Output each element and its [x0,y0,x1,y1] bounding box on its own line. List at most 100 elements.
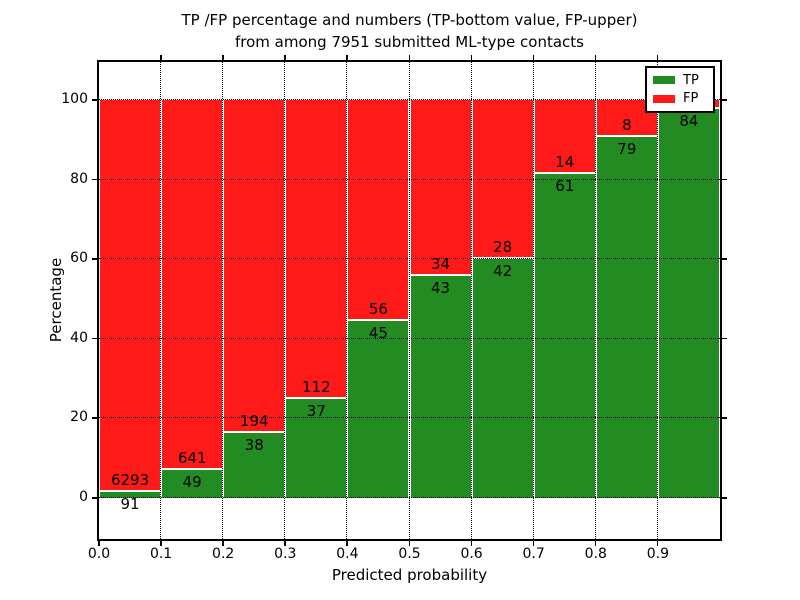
chart-title-line1: TP /FP percentage and numbers (TP-bottom… [181,11,638,29]
fp-count-label: 34 [431,254,451,273]
x-tick-mark-top [594,55,597,60]
tp-bar [657,109,720,498]
x-axis-label: Predicted probability [331,566,488,584]
fp-bar [99,100,162,493]
tp-count-label: 84 [679,112,699,131]
y-tick-mark [92,417,97,419]
y-tick-label: 60 [70,250,88,267]
fp-bar [223,100,286,433]
y-tick-mark-right [722,497,727,499]
x-tick-mark [160,541,162,546]
fp-count-label: 14 [555,153,575,172]
x-tick-mark-top [470,55,473,60]
fp-bar [471,100,534,260]
tp-count-label: 38 [244,435,264,454]
y-tick-mark [92,497,97,499]
x-tick-mark-top [160,55,162,60]
legend-item-fp: FP [653,92,707,105]
x-tick-mark-top [346,55,348,60]
x-tick-mark [532,541,535,546]
x-tick-mark [284,541,286,546]
x-tick-mark [594,541,597,546]
x-tick-mark [408,541,410,546]
y-tick-label: 0 [79,489,88,505]
chart-title: TP /FP percentage and numbers (TP-bottom… [97,9,722,53]
tp-bar [533,174,596,498]
fp-count-label: 28 [493,238,513,257]
tp-legend-swatch [653,76,675,85]
x-tick-mark [346,541,348,546]
y-tick-label: 80 [70,170,88,187]
x-tick-label: 0.1 [149,546,173,562]
tp-count-label: 42 [493,262,513,281]
tp-bar [223,432,286,498]
x-tick-mark [656,541,659,546]
tp-count-label: 37 [306,402,326,421]
x-tick-label: 0.8 [584,546,607,562]
horizontal-gridline [99,258,720,260]
x-tick-mark-top [222,55,224,60]
x-tick-label: 0.4 [336,546,359,562]
y-tick-mark-right [722,337,727,340]
legend-item-tp: TP [653,74,707,87]
vertical-gridline [408,62,410,539]
vertical-gridline [284,62,286,539]
horizontal-gridline [99,417,720,419]
legend: TP FP [645,66,715,113]
y-tick-mark [92,258,97,260]
vertical-gridline [160,62,162,539]
fp-legend-swatch [653,94,675,103]
fp-count-label: 8 [622,115,632,134]
tp-count-label: 43 [431,278,451,297]
fp-count-label: 194 [239,411,269,430]
x-tick-mark [470,541,473,546]
horizontal-gridline [99,99,720,100]
horizontal-gridline [99,337,720,339]
fp-count-label: 6293 [110,471,150,490]
y-tick-mark [92,337,97,340]
tp-count-label: 91 [120,495,140,514]
y-axis-label: Percentage [47,257,65,343]
fp-bar [161,100,224,470]
horizontal-gridline [99,497,720,498]
y-tick-label: 20 [70,409,88,426]
tp-bar [409,275,472,498]
x-tick-mark [222,541,224,546]
y-tick-mark [92,99,97,101]
y-tick-mark-right [722,178,727,181]
x-tick-mark-top [284,55,286,60]
y-tick-mark-right [722,417,727,419]
fp-count-label: 112 [302,378,331,397]
tp-bar [471,259,534,498]
tp-count-label: 79 [617,139,637,158]
tp-bar [595,136,658,498]
x-tick-label: 0.9 [646,546,670,562]
vertical-gridline [222,62,224,539]
tp-count-label: 45 [368,323,388,342]
y-tick-label: 40 [70,329,88,346]
y-tick-label: 100 [61,91,88,107]
x-tick-mark-top [656,55,659,60]
x-tick-label: 0.3 [274,546,297,562]
vertical-gridline [594,62,596,539]
x-tick-mark-top [532,55,535,60]
fp-count-label: 56 [368,299,388,318]
vertical-gridline [656,62,658,539]
horizontal-gridline [99,178,720,180]
fp-bar [409,100,472,276]
tp-count-label: 61 [555,177,575,196]
legend-label-tp: TP [683,72,699,88]
x-tick-mark [98,541,100,546]
x-tick-label: 0.7 [522,546,545,562]
fp-bar [347,100,410,321]
x-tick-mark-top [408,55,410,60]
x-tick-label: 0.6 [460,546,483,562]
y-tick-mark-right [722,99,727,101]
fp-count-label: 641 [177,448,207,467]
chart-title-line2: from among 7951 submitted ML-type contac… [235,33,584,51]
y-tick-mark [92,178,97,181]
vertical-gridline [532,62,534,539]
x-tick-label: 0.0 [87,546,111,562]
x-tick-label: 0.5 [398,546,421,562]
